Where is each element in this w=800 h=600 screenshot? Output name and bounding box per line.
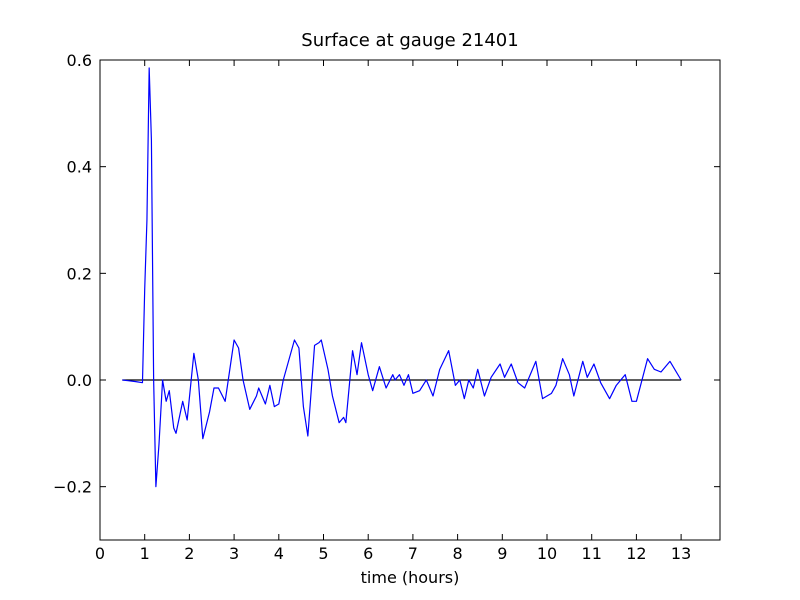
x-tick-label: 12 [626, 544, 646, 563]
x-tick-label: 13 [671, 544, 691, 563]
axes-frame [99, 59, 721, 541]
y-tick-label: 0.2 [67, 264, 92, 283]
x-axis-label: time (hours) [361, 568, 460, 587]
x-tick-label: 9 [497, 544, 507, 563]
x-tick-label: 0 [95, 544, 105, 563]
x-tick-label: 7 [408, 544, 418, 563]
x-tick-label: 10 [537, 544, 557, 563]
x-tick-label: 5 [318, 544, 328, 563]
x-tick-label: 4 [274, 544, 284, 563]
x-tick-label: 1 [140, 544, 150, 563]
x-tick-label: 2 [184, 544, 194, 563]
y-tick-label: 0.4 [67, 158, 92, 177]
y-tick-label: −0.2 [53, 478, 92, 497]
x-tick-label: 3 [229, 544, 239, 563]
data-line [122, 67, 682, 488]
plot-area: 0 1 2 3 4 5 6 7 8 9 10 11 12 13−0.20.00.20.40.6 [53, 51, 720, 563]
y-tick-label: 0.6 [67, 51, 92, 70]
x-tick-label: 11 [582, 544, 602, 563]
y-tick-label: 0.0 [67, 371, 92, 390]
x-tick-label: 8 [453, 544, 463, 563]
x-tick-label: 6 [363, 544, 373, 563]
chart-title: Surface at gauge 21401 [301, 30, 518, 51]
